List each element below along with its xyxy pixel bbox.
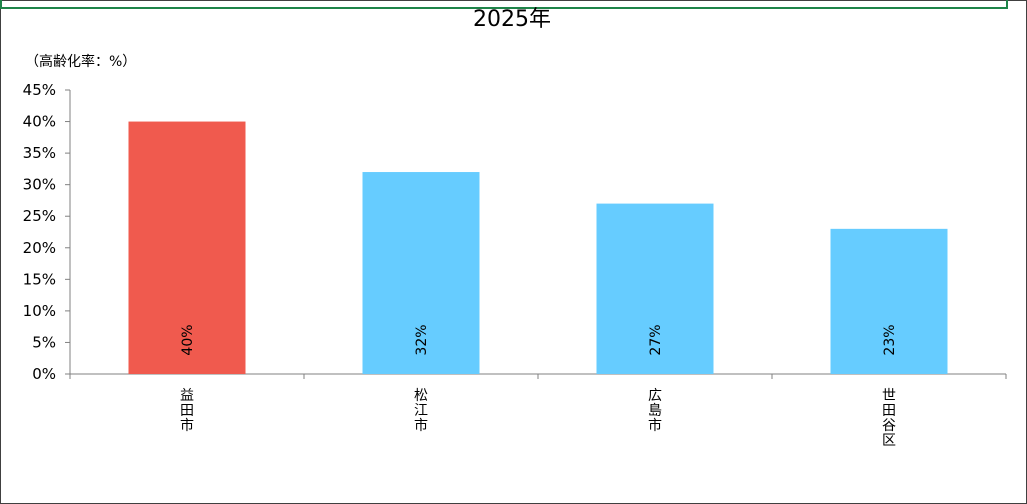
y-axis-label: （高齢化率：%）: [25, 53, 136, 70]
y-ticks: 0% 5% 10% 15% 20% 25% 30% 35% 40% 45%: [23, 81, 70, 383]
title-bar-border: [0, 0, 1008, 9]
y-tick-label: 30%: [23, 176, 56, 194]
y-tick-label: 5%: [32, 333, 56, 351]
value-label: 23%: [882, 324, 898, 355]
category-label: 広島市: [648, 388, 662, 434]
y-tick-label: 20%: [23, 239, 56, 257]
bar-4: [830, 228, 948, 374]
category-labels: 益田市 松江市 広島市 世田谷区: [180, 388, 896, 449]
bars: [128, 121, 948, 374]
value-label: 40%: [180, 324, 196, 355]
value-label: 27%: [648, 324, 664, 355]
x-ticks: [69, 374, 1007, 379]
bar-2: [362, 172, 480, 374]
y-tick-label: 0%: [32, 365, 56, 383]
value-label: 32%: [414, 324, 430, 355]
bar-3: [596, 203, 714, 374]
y-tick-label: 10%: [23, 302, 56, 320]
y-tick-label: 40%: [23, 113, 56, 131]
bar-1: [128, 121, 246, 374]
category-label: 益田市: [180, 388, 194, 434]
y-tick-label: 15%: [23, 270, 56, 288]
y-tick-label: 25%: [23, 207, 56, 225]
category-label: 松江市: [414, 388, 428, 434]
category-label: 世田谷区: [882, 388, 896, 449]
y-tick-label: 35%: [23, 144, 56, 162]
chart-title: 2025年: [473, 7, 551, 32]
value-labels: 40% 32% 27% 23%: [180, 324, 898, 355]
y-tick-label: 45%: [23, 81, 56, 99]
